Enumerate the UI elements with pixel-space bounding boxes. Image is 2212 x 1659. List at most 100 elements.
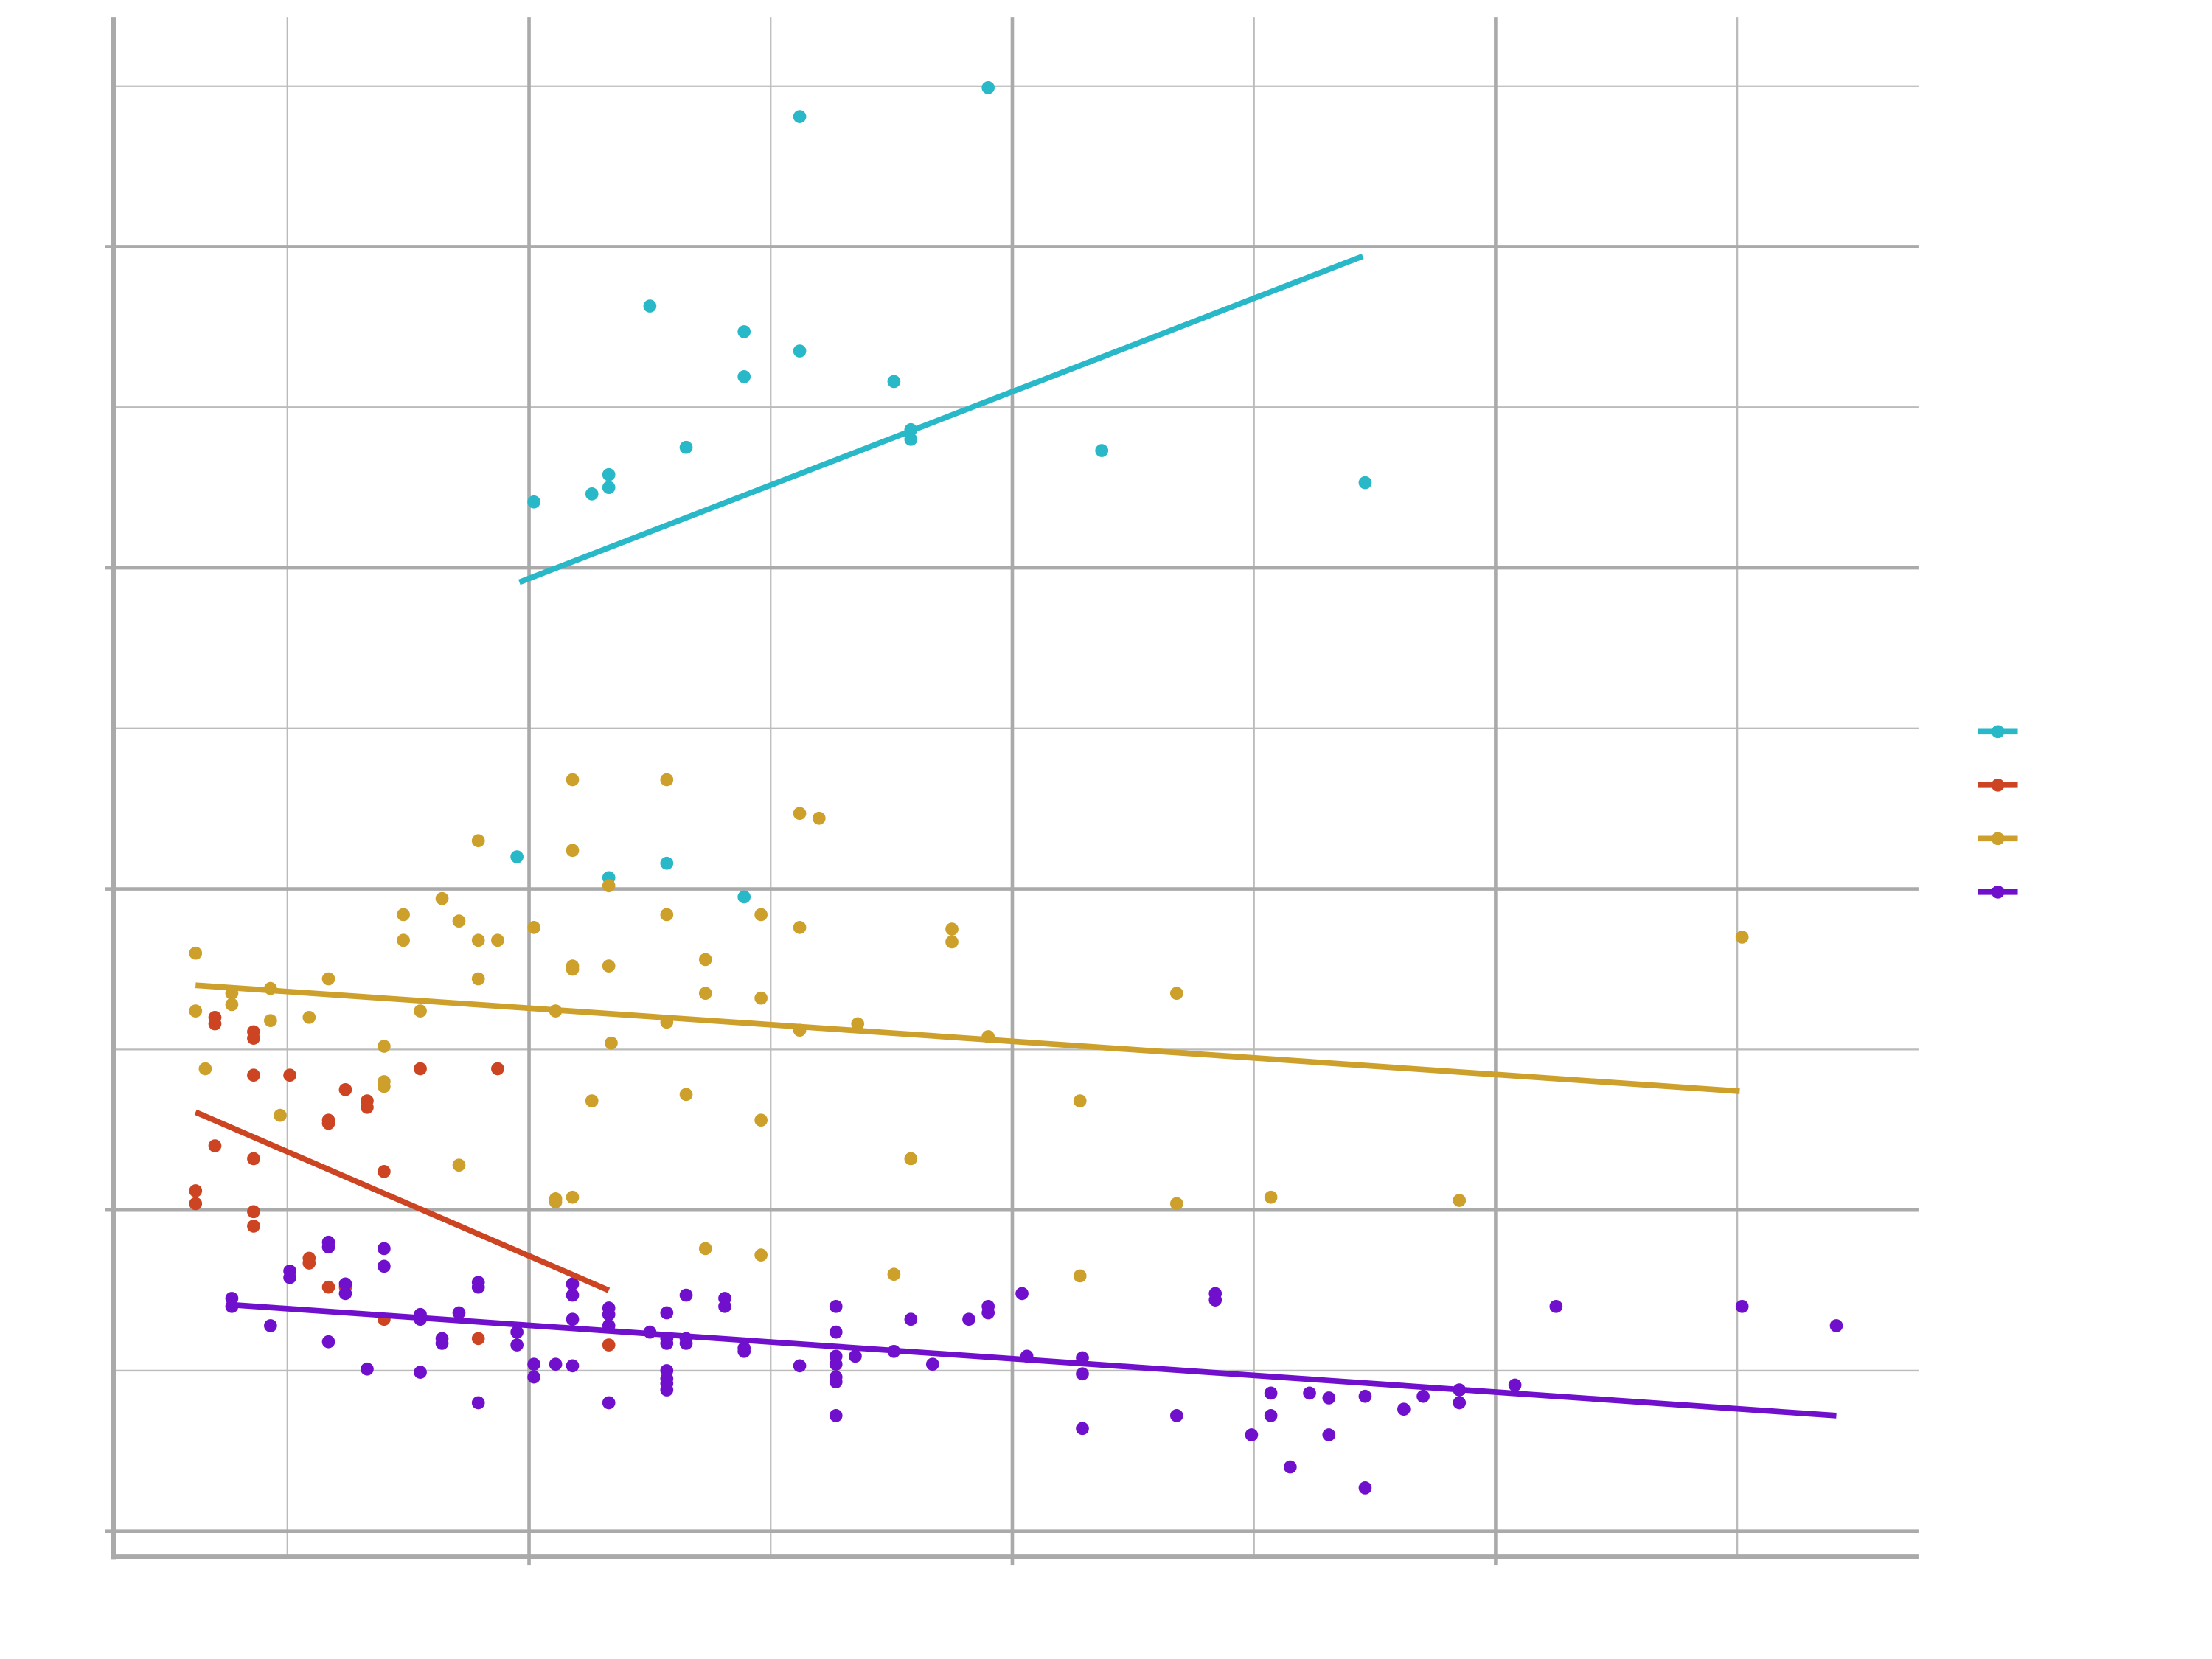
data-point <box>602 1338 616 1352</box>
data-point <box>452 1306 466 1320</box>
data-point <box>793 1359 807 1373</box>
data-point <box>247 1032 260 1045</box>
data-point <box>1169 987 1183 1000</box>
data-point <box>679 1088 693 1102</box>
data-point <box>247 1068 260 1082</box>
data-point <box>264 1319 277 1332</box>
data-point <box>1735 931 1749 944</box>
data-point <box>1076 1367 1089 1381</box>
data-point <box>962 1312 975 1326</box>
data-point <box>1303 1386 1316 1400</box>
data-point <box>471 1280 485 1294</box>
trend-line <box>518 253 1364 585</box>
data-point <box>247 1220 260 1233</box>
trend-line <box>195 982 1740 1094</box>
data-point <box>527 921 540 934</box>
data-point <box>945 922 959 936</box>
data-point <box>1453 1396 1467 1410</box>
data-point <box>602 1396 616 1410</box>
data-point <box>274 1108 287 1122</box>
data-point <box>660 856 674 870</box>
data-point <box>698 987 712 1000</box>
data-point <box>1245 1428 1259 1441</box>
data-point <box>602 959 616 973</box>
data-point <box>602 879 616 893</box>
data-point <box>452 1158 466 1172</box>
data-point <box>1829 1319 1843 1332</box>
data-point <box>471 1332 485 1346</box>
data-point <box>829 1299 843 1313</box>
data-point <box>283 1068 296 1082</box>
data-point <box>283 1270 296 1284</box>
data-point <box>397 933 410 947</box>
data-point <box>660 773 674 787</box>
data-point <box>754 1113 768 1127</box>
data-point <box>397 908 410 922</box>
data-point <box>471 834 485 848</box>
data-point <box>321 1280 335 1294</box>
data-point <box>904 1312 918 1326</box>
data-point <box>1208 1293 1222 1307</box>
data-point <box>549 1195 563 1209</box>
data-point <box>887 1267 901 1281</box>
data-point <box>264 1014 277 1028</box>
data-point <box>321 1240 335 1254</box>
data-point <box>189 946 203 960</box>
data-point <box>198 1062 212 1076</box>
data-point <box>793 921 807 934</box>
data-point <box>602 467 616 481</box>
data-point <box>1076 1422 1089 1436</box>
data-point <box>1735 1299 1749 1313</box>
data-point <box>660 908 674 922</box>
data-point <box>566 1359 580 1373</box>
data-point <box>338 1287 352 1301</box>
data-point <box>1015 1287 1029 1301</box>
data-point <box>585 487 599 501</box>
data-point <box>698 1242 712 1256</box>
data-point <box>1095 444 1109 457</box>
data-point <box>1397 1402 1411 1416</box>
data-point <box>679 440 693 454</box>
data-point <box>566 1190 580 1204</box>
data-point <box>414 1062 427 1076</box>
data-point <box>510 1325 524 1339</box>
data-point <box>491 1062 504 1076</box>
legend-key-dot <box>1991 885 2005 899</box>
data-point <box>1322 1391 1336 1405</box>
data-point <box>247 1152 260 1166</box>
data-point <box>549 1357 563 1371</box>
data-point <box>643 299 657 313</box>
data-point <box>754 991 768 1005</box>
data-point <box>1169 1197 1183 1211</box>
data-point <box>566 962 580 976</box>
data-point <box>945 935 959 949</box>
data-point <box>660 1383 674 1397</box>
data-point <box>754 1248 768 1262</box>
data-point <box>452 914 466 928</box>
data-point <box>510 850 524 863</box>
data-point <box>378 1079 391 1093</box>
data-point <box>981 1306 995 1320</box>
data-point <box>698 953 712 967</box>
data-point <box>660 1337 674 1350</box>
data-point <box>566 773 580 787</box>
data-point <box>887 375 901 389</box>
data-point <box>849 1349 862 1363</box>
data-point <box>378 1165 391 1178</box>
data-point <box>566 844 580 858</box>
data-point <box>904 432 918 446</box>
data-point <box>510 1338 524 1352</box>
data-point <box>829 1357 843 1371</box>
data-point <box>737 890 751 904</box>
data-point <box>718 1299 731 1313</box>
data-point <box>471 1396 485 1410</box>
data-point <box>378 1242 391 1256</box>
data-point <box>361 1100 374 1114</box>
data-point <box>527 1357 540 1371</box>
data-point <box>829 1325 843 1339</box>
data-point <box>737 370 751 383</box>
data-point <box>338 1082 352 1096</box>
data-point <box>566 1277 580 1291</box>
data-point <box>527 1370 540 1384</box>
